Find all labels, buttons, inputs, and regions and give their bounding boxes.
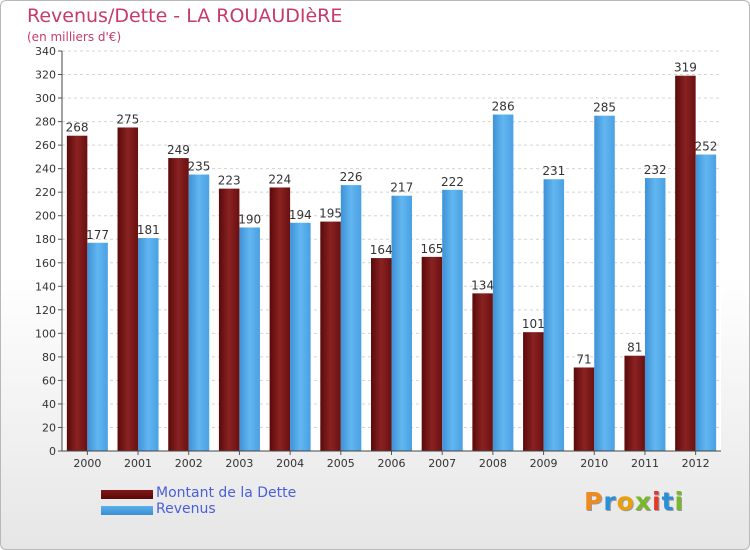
y-tick-label: 280 bbox=[35, 116, 56, 129]
logo-letter: r bbox=[603, 487, 617, 516]
y-tick-label: 140 bbox=[35, 280, 56, 293]
y-tick-label: 0 bbox=[49, 445, 56, 458]
y-tick-label: 120 bbox=[35, 304, 56, 317]
logo-letter: P bbox=[584, 487, 604, 516]
data-label-dette: 165 bbox=[420, 242, 443, 256]
bar-revenus[interactable] bbox=[391, 195, 413, 451]
bar-dette[interactable] bbox=[117, 127, 139, 452]
data-label-dette: 134 bbox=[471, 278, 494, 292]
y-tick-label: 40 bbox=[42, 398, 56, 411]
data-label-dette: 224 bbox=[268, 172, 291, 186]
data-label-revenus: 252 bbox=[694, 140, 717, 154]
y-tick-label: 300 bbox=[35, 92, 56, 105]
data-label-revenus: 232 bbox=[644, 163, 667, 177]
bar-revenus[interactable] bbox=[594, 115, 615, 452]
logo-letter: o bbox=[616, 487, 635, 516]
logo-letter: t bbox=[661, 487, 675, 516]
bar-revenus[interactable] bbox=[87, 242, 108, 451]
data-label-revenus: 235 bbox=[188, 160, 211, 174]
data-label-revenus: 181 bbox=[137, 223, 160, 237]
proxiti-logo: Proxiti bbox=[584, 487, 684, 516]
y-tick-label: 260 bbox=[35, 139, 56, 152]
y-tick-label: 160 bbox=[35, 257, 56, 270]
legend-swatch-revenus bbox=[101, 506, 153, 515]
x-tick-label: 2002 bbox=[175, 457, 203, 470]
bar-revenus[interactable] bbox=[340, 185, 362, 451]
bar-dette[interactable] bbox=[320, 221, 341, 451]
legend-swatch-dette bbox=[101, 490, 153, 499]
data-label-revenus: 177 bbox=[86, 228, 109, 242]
y-tick-label: 180 bbox=[35, 233, 56, 246]
bar-revenus[interactable] bbox=[442, 189, 463, 451]
x-tick-label: 2006 bbox=[378, 457, 406, 470]
bar-dette[interactable] bbox=[472, 293, 493, 451]
bar-dette[interactable] bbox=[573, 367, 595, 451]
chart-subtitle: (en milliers d'€) bbox=[27, 30, 122, 44]
bar-dette[interactable] bbox=[675, 75, 696, 452]
data-label-dette: 195 bbox=[319, 207, 342, 221]
bar-revenus[interactable] bbox=[138, 238, 159, 451]
logo-letter: i bbox=[674, 487, 685, 516]
bar-dette[interactable] bbox=[371, 258, 392, 451]
bar-dette[interactable] bbox=[218, 188, 240, 451]
bar-dette[interactable] bbox=[269, 187, 291, 451]
x-tick-label: 2007 bbox=[428, 457, 456, 470]
legend-label-dette: Montant de la Dette bbox=[156, 485, 297, 501]
x-tick-label: 2003 bbox=[225, 457, 253, 470]
bar-revenus[interactable] bbox=[695, 154, 717, 451]
data-label-dette: 71 bbox=[576, 352, 591, 366]
data-label-revenus: 190 bbox=[238, 212, 261, 226]
x-tick-label: 2010 bbox=[580, 457, 608, 470]
bar-dette[interactable] bbox=[523, 332, 544, 451]
logo-letter: i bbox=[652, 487, 662, 516]
bar-revenus[interactable] bbox=[290, 222, 311, 451]
data-label-revenus: 217 bbox=[390, 181, 413, 195]
y-tick-label: 320 bbox=[35, 69, 56, 82]
bar-revenus[interactable] bbox=[239, 227, 260, 451]
bar-dette[interactable] bbox=[624, 355, 645, 451]
data-label-revenus: 286 bbox=[492, 100, 515, 114]
x-tick-label: 2011 bbox=[631, 457, 659, 470]
x-tick-label: 2001 bbox=[124, 457, 152, 470]
y-tick-label: 60 bbox=[42, 374, 56, 387]
bar-revenus[interactable] bbox=[492, 114, 514, 451]
data-label-dette: 164 bbox=[370, 243, 393, 257]
bar-revenus[interactable] bbox=[543, 179, 565, 451]
chart-title: Revenus/Dette - LA ROUAUDIèRE bbox=[27, 5, 343, 27]
x-tick-label: 2008 bbox=[479, 457, 507, 470]
bar-dette[interactable] bbox=[421, 256, 443, 451]
x-tick-label: 2005 bbox=[327, 457, 355, 470]
x-tick-label: 2000 bbox=[73, 457, 101, 470]
data-label-revenus: 285 bbox=[593, 101, 616, 115]
y-tick-label: 240 bbox=[35, 163, 56, 176]
bar-dette[interactable] bbox=[168, 158, 189, 451]
legend-label-revenus: Revenus bbox=[156, 501, 216, 517]
data-label-dette: 223 bbox=[218, 174, 241, 188]
bar-revenus[interactable] bbox=[644, 178, 666, 451]
data-label-revenus: 194 bbox=[289, 208, 312, 222]
x-tick-label: 2004 bbox=[276, 457, 304, 470]
y-tick-label: 80 bbox=[42, 351, 56, 364]
y-tick-label: 200 bbox=[35, 210, 56, 223]
data-label-revenus: 231 bbox=[542, 164, 565, 178]
data-label-revenus: 226 bbox=[340, 170, 363, 184]
bar-dette[interactable] bbox=[66, 135, 88, 452]
x-tick-label: 2009 bbox=[530, 457, 558, 470]
y-tick-label: 100 bbox=[35, 327, 56, 340]
y-tick-label: 340 bbox=[35, 45, 56, 58]
logo-letter: x bbox=[634, 487, 652, 516]
y-tick-label: 20 bbox=[42, 421, 56, 434]
bar-revenus[interactable] bbox=[188, 174, 210, 451]
data-label-dette: 249 bbox=[167, 143, 190, 157]
y-tick-label: 220 bbox=[35, 186, 56, 199]
data-label-dette: 275 bbox=[116, 112, 139, 126]
data-label-dette: 268 bbox=[66, 121, 89, 135]
data-label-revenus: 222 bbox=[441, 175, 464, 189]
data-label-dette: 81 bbox=[627, 341, 642, 355]
data-label-dette: 319 bbox=[674, 61, 697, 75]
x-tick-label: 2012 bbox=[682, 457, 710, 470]
data-label-dette: 101 bbox=[522, 317, 545, 331]
